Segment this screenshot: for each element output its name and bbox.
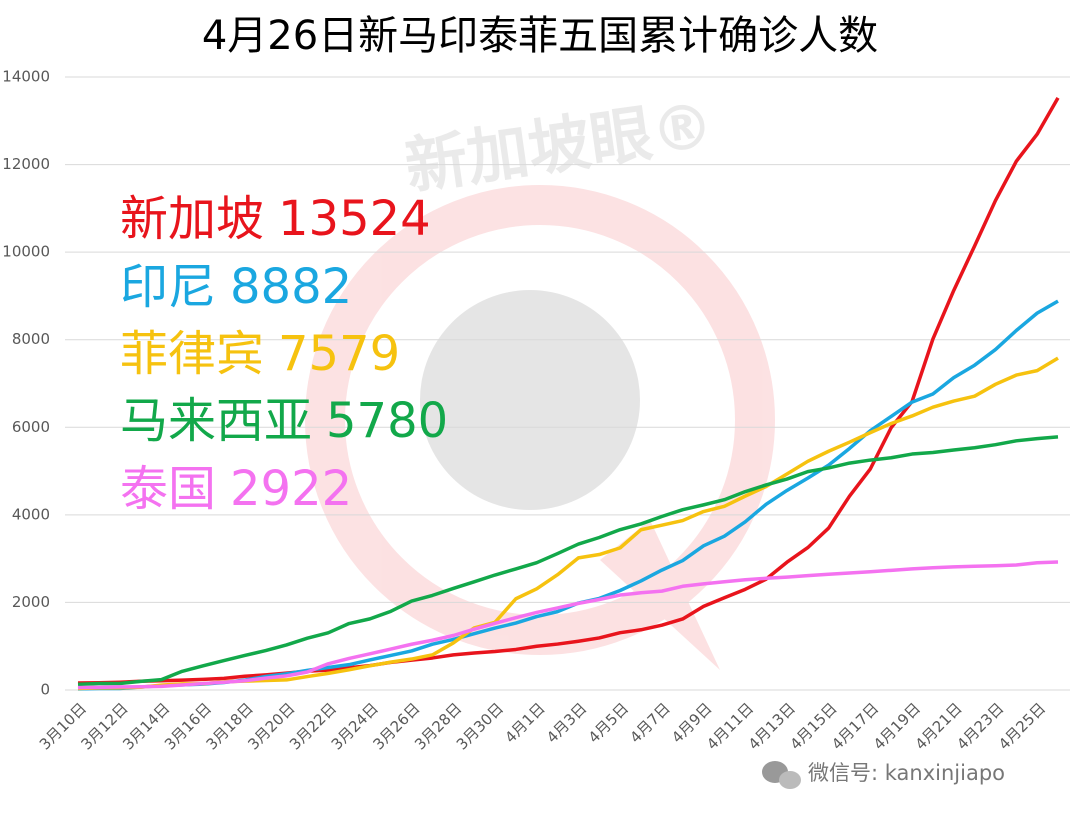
chart-title: 4月26日新马印泰菲五国累计确诊人数 (202, 13, 878, 59)
legend-value: 13524 (278, 191, 431, 247)
x-tick-label: 4月25日 (995, 699, 1049, 753)
series-line (77, 560, 1059, 690)
x-tick-label: 4月1日 (501, 699, 548, 746)
legend-name: 印尼 (120, 259, 216, 315)
y-tick-label: 2000 (12, 593, 50, 611)
legend-entry: 马来西亚 5780 (120, 393, 448, 449)
legend-entry: 泰国 2922 (120, 461, 352, 517)
legend-value: 2922 (230, 461, 352, 517)
watermark-logo (305, 185, 775, 670)
footer: 微信号: kanxinjiapo (808, 761, 1005, 785)
footer-icon (762, 761, 801, 789)
y-tick-label: 6000 (12, 418, 50, 436)
legend-entry: 印尼 8882 (120, 259, 352, 315)
legend-entry: 菲律宾 7579 (120, 326, 400, 382)
x-tick-label: 4月5日 (585, 699, 632, 746)
y-tick-label: 0 (40, 681, 50, 699)
y-tick-label: 10000 (2, 243, 50, 261)
x-tick-label: 3月30日 (453, 699, 507, 753)
legend-name: 新加坡 (120, 191, 264, 247)
x-tick-label: 4月3日 (543, 699, 590, 746)
legend-value: 8882 (230, 259, 352, 315)
y-tick-label: 8000 (12, 330, 50, 348)
legend-name: 菲律宾 (120, 326, 264, 382)
y-tick-label: 4000 (12, 505, 50, 523)
legend-value: 5780 (326, 393, 448, 449)
legend-value: 7579 (278, 326, 400, 382)
x-tick-label: 4月7日 (626, 699, 673, 746)
legend-name: 泰国 (120, 461, 216, 517)
legend-entry: 新加坡 13524 (120, 191, 431, 247)
series-line (77, 435, 1059, 687)
y-tick-label: 14000 (2, 68, 50, 86)
y-tick-label: 12000 (2, 155, 50, 173)
legend-name: 马来西亚 (120, 393, 312, 449)
